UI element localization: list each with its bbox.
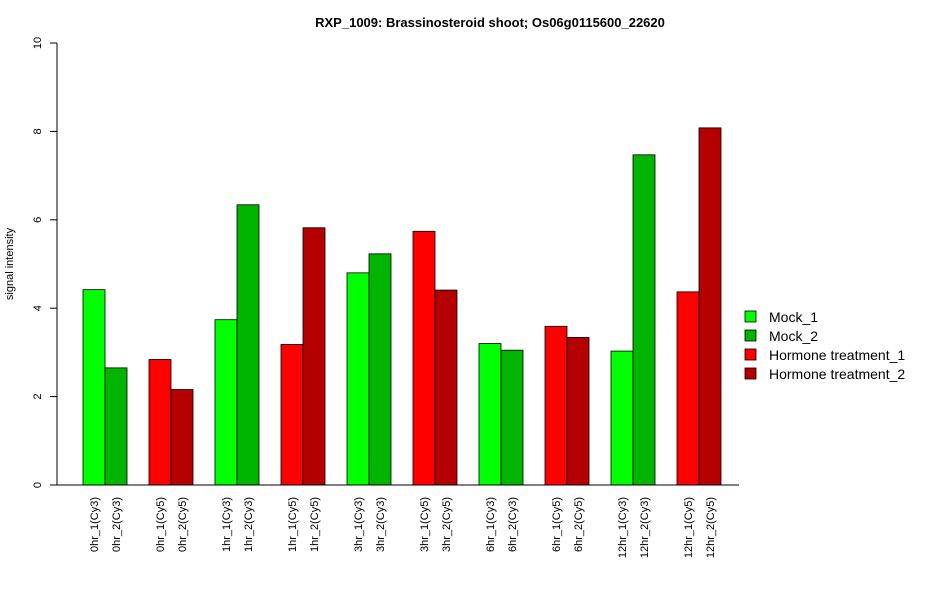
x-tick-label: 1hr_2(Cy3) (243, 497, 255, 552)
bar (566, 336, 590, 486)
x-tick-label: 0hr_1(Cy5) (155, 497, 167, 552)
bar (82, 289, 106, 486)
x-tick-label: 3hr_2(Cy5) (441, 497, 453, 552)
bar (346, 272, 370, 486)
x-tick-label: 12hr_2(Cy5) (705, 497, 717, 558)
x-tick-labels: 0hr_1(Cy3) 0hr_2(Cy3) 0hr_1(Cy5) 0hr_2(Cy5)… (89, 497, 717, 558)
chart-title: RXP_1009: Brassinosteroid shoot; Os06g01… (315, 15, 665, 30)
x-tick-label: 12hr_2(Cy3) (639, 497, 651, 558)
x-tick-label: 0hr_2(Cy3) (111, 497, 123, 552)
x-tick-label: 6hr_2(Cy3) (507, 497, 519, 552)
bar (676, 291, 700, 486)
bar (412, 230, 436, 486)
legend-swatch (744, 367, 757, 380)
legend-entry: Hormone treatment_2 (769, 366, 905, 382)
x-tick-label: 3hr_2(Cy3) (375, 497, 387, 552)
legend-entry: Mock_1 (769, 309, 818, 325)
y-axis: 0 2 4 6 8 10 (32, 37, 58, 488)
x-tick-label: 6hr_2(Cy5) (573, 497, 585, 552)
legend-entry: Hormone treatment_1 (769, 347, 905, 363)
legend-entry: Mock_2 (769, 328, 818, 344)
y-tick-label: 4 (32, 305, 44, 311)
bar (104, 367, 128, 486)
x-tick-label: 0hr_2(Cy5) (177, 497, 189, 552)
x-tick-label: 3hr_1(Cy3) (353, 497, 365, 552)
y-tick-label: 10 (32, 37, 44, 49)
bar (170, 389, 194, 486)
legend: Mock_1 Mock_2 Hormone treatment_1 Hormone t… (744, 309, 905, 382)
y-tick-label: 6 (32, 217, 44, 223)
bar (500, 349, 524, 486)
bar (214, 319, 238, 486)
y-tick-label: 0 (32, 482, 44, 488)
x-tick-label: 12hr_1(Cy5) (683, 497, 695, 558)
bar (148, 359, 172, 486)
x-tick-label: 0hr_1(Cy3) (89, 497, 101, 552)
x-tick-label: 3hr_1(Cy5) (419, 497, 431, 552)
legend-swatch (744, 310, 757, 323)
bar (478, 343, 502, 486)
bar (698, 127, 722, 486)
bar (302, 227, 326, 486)
y-tick-label: 8 (32, 128, 44, 134)
x-tick-label: 1hr_1(Cy3) (221, 497, 233, 552)
y-tick-label: 2 (32, 394, 44, 400)
bar (544, 325, 568, 486)
x-tick-label: 1hr_1(Cy5) (287, 497, 299, 552)
x-tick-label: 1hr_2(Cy5) (309, 497, 321, 552)
bar (280, 344, 304, 486)
bars (82, 127, 722, 486)
legend-swatch (744, 329, 757, 342)
y-axis-label: signal intensity (4, 227, 16, 300)
x-tick-label: 12hr_1(Cy3) (617, 497, 629, 558)
x-tick-label: 6hr_1(Cy5) (551, 497, 563, 552)
bar (368, 253, 392, 486)
bar (236, 204, 260, 486)
bar (434, 289, 458, 486)
legend-swatch (744, 348, 757, 361)
x-tick-label: 6hr_1(Cy3) (485, 497, 497, 552)
bar (610, 350, 634, 486)
bar (632, 154, 656, 486)
